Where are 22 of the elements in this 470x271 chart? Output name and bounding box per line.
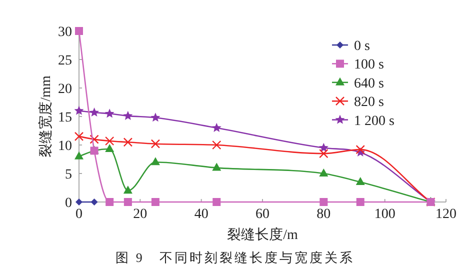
x-tick-label: 100 xyxy=(374,207,396,222)
text: 图 9 不同时刻裂缝长度与宽度关系 xyxy=(116,250,354,265)
y-tick-label: 20 xyxy=(58,82,72,97)
x-tick-label: 60 xyxy=(256,207,270,222)
x-tick-label: 40 xyxy=(194,207,208,222)
y-tick-label: 30 xyxy=(58,25,72,40)
y-tick-label: 10 xyxy=(58,139,72,154)
x-axis-title: 裂缝长度/m xyxy=(227,227,298,243)
y-tick-label: 15 xyxy=(58,110,72,126)
y-tick-label: 5 xyxy=(65,168,72,182)
legend-label: 640 s xyxy=(354,76,384,92)
x-tick-label: 80 xyxy=(316,207,331,222)
y-tick-label: 0 xyxy=(65,196,72,211)
x-tick-label: 120 xyxy=(436,207,456,222)
x-tick-label: 20 xyxy=(133,207,148,222)
y-tick-label: 25 xyxy=(58,54,72,68)
legend-label: 100 s xyxy=(354,58,384,73)
x-tick-label: 0 xyxy=(76,207,82,222)
legend-label: 0 s xyxy=(354,39,370,54)
y-axis-title: 裂缝宽度/mm xyxy=(38,76,54,158)
legend-label: 820 s xyxy=(354,95,384,110)
legend-label: 1 200 s xyxy=(354,114,394,129)
